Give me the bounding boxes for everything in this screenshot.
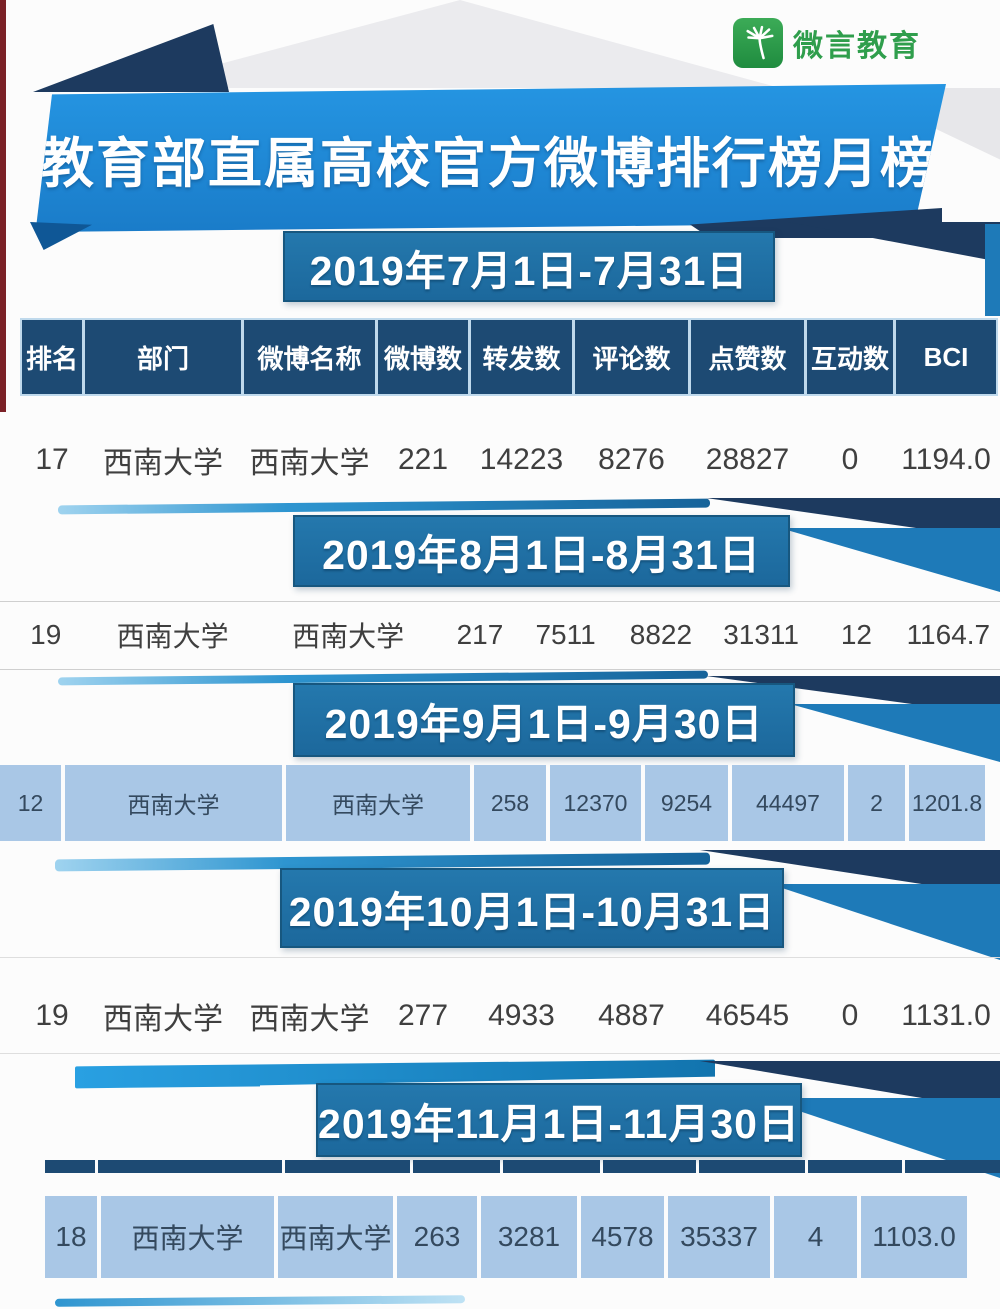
period-banner-november: 2019年11月1日-11月30日 [316, 1083, 802, 1157]
strip-cell [699, 1160, 805, 1173]
table-header: 排名 部门 微博名称 微博数 转发数 评论数 点赞数 互动数 BCI [20, 318, 998, 396]
table-cell: 14223 [479, 443, 564, 476]
table-cell: 1103.0 [861, 1196, 967, 1278]
table-cell: 3281 [481, 1196, 577, 1278]
table-cell: 8276 [598, 443, 665, 476]
col-header-like-count: 点赞数 [691, 320, 804, 394]
decor-red-edge-strip [0, 0, 6, 412]
strip-cell [413, 1160, 500, 1173]
table-row-october: 19 西南大学 西南大学 277 4933 4887 46545 0 1131.… [20, 980, 998, 1052]
col-header-bci: BCI [896, 320, 996, 394]
table-cell: 西南大学 [292, 621, 405, 652]
page-title: 教育部直属高校官方微博排行榜月榜 [40, 133, 936, 194]
table-cell: 7511 [535, 619, 596, 650]
col-header-department: 部门 [85, 320, 241, 394]
table-cell: 12370 [550, 765, 641, 841]
period-label: 2019年9月1日-9月30日 [324, 701, 764, 747]
table-cell: 2 [848, 765, 905, 841]
table-cell: 19 [30, 619, 62, 650]
table-cell: 1131.0 [901, 999, 991, 1032]
table-cell: 西南大学 [101, 1196, 274, 1278]
table-cell: 西南大学 [278, 1196, 393, 1278]
table-cell: 258 [474, 765, 546, 841]
strip-cell [808, 1160, 902, 1173]
divider-line [0, 1053, 1000, 1054]
col-header-rank: 排名 [22, 320, 82, 394]
table-cell: 西南大学 [116, 621, 229, 652]
table-cell: 4933 [488, 999, 555, 1032]
decor-banner-fold [30, 222, 92, 250]
period-label: 2019年11月1日-11月30日 [318, 1101, 800, 1147]
table-cell: 277 [397, 999, 449, 1032]
decor-blue-triangle [770, 884, 1000, 960]
decor-blue-triangle [780, 528, 1000, 592]
table-cell: 8822 [629, 619, 693, 650]
col-header-weibo-name: 微博名称 [244, 320, 375, 394]
strip-cell [905, 1160, 1000, 1173]
col-header-comment-count: 评论数 [575, 320, 688, 394]
table-cell: 西南大学 [286, 765, 470, 841]
period-label: 2019年7月1日-7月31日 [309, 247, 749, 294]
table-cell: 西南大学 [249, 1003, 370, 1036]
table-cell: 221 [397, 443, 449, 476]
period-label: 2019年8月1日-8月31日 [322, 532, 761, 578]
divider-line [0, 669, 1000, 670]
table-cell: 西南大学 [103, 1003, 223, 1036]
decor-stripe [55, 1295, 465, 1307]
table-cell: 4 [774, 1196, 857, 1278]
decor-navy-triangle [33, 24, 229, 92]
table-cell: 4887 [598, 999, 665, 1032]
table-cell: 西南大学 [249, 447, 370, 480]
table-cell: 9254 [645, 765, 728, 841]
divider-line [0, 601, 1000, 602]
dandelion-icon [733, 18, 783, 68]
strip-cell [285, 1160, 410, 1173]
table-row-july: 17 西南大学 西南大学 221 14223 8276 28827 0 1194… [20, 424, 998, 496]
table-row-september: 12 西南大学 西南大学 258 12370 9254 44497 2 1201… [0, 765, 985, 841]
table-cell: 35337 [668, 1196, 770, 1278]
table-cell: 12 [0, 765, 61, 841]
col-header-repost-count: 转发数 [471, 320, 572, 394]
period-banner-july: 2019年7月1日-7月31日 [283, 231, 775, 302]
table-cell: 1201.8 [909, 765, 985, 841]
decor-blue-triangle [790, 704, 1000, 762]
table-cell: 西南大学 [65, 765, 282, 841]
table-row-august: 19 西南大学 西南大学 217 7511 8822 31311 12 1164… [0, 603, 998, 667]
table-cell: 31311 [723, 619, 799, 650]
divider-line [0, 957, 1000, 958]
table-cell: 19 [35, 999, 69, 1032]
table-cell: 46545 [705, 999, 790, 1032]
strip-cell [603, 1160, 696, 1173]
strip-cell [503, 1160, 600, 1173]
strip-cell [45, 1160, 95, 1173]
table-cell: 1194.0 [901, 443, 991, 476]
col-header-weibo-count: 微博数 [378, 320, 468, 394]
table-cell: 17 [35, 443, 69, 476]
table-cell: 28827 [705, 443, 790, 476]
period-banner-september: 2019年9月1日-9月30日 [293, 683, 795, 757]
col-header-interaction-count: 互动数 [807, 320, 893, 394]
period-label: 2019年10月1日-10月31日 [288, 889, 776, 935]
table-cell: 44497 [732, 765, 844, 841]
table-cell: 263 [397, 1196, 477, 1278]
strip-cell [98, 1160, 282, 1173]
table-header-strip [45, 1160, 1000, 1173]
period-banner-august: 2019年8月1日-8月31日 [293, 515, 790, 587]
table-cell: 12 [840, 619, 872, 650]
table-row-november: 18 西南大学 西南大学 263 3281 4578 35337 4 1103.… [45, 1196, 967, 1278]
table-cell: 0 [841, 443, 859, 476]
table-cell: 0 [841, 999, 859, 1032]
decor-blue-band [985, 224, 1000, 316]
period-banner-october: 2019年10月1日-10月31日 [280, 868, 784, 948]
table-cell: 1164.7 [906, 619, 991, 650]
table-cell: 4578 [581, 1196, 664, 1278]
table-cell: 18 [45, 1196, 97, 1278]
brand-logo: 微言教育 [733, 18, 921, 68]
table-cell: 217 [456, 619, 504, 650]
table-cell: 西南大学 [103, 447, 223, 480]
decor-stripe [58, 498, 710, 515]
main-title-banner: 教育部直属高校官方微博排行榜月榜 [35, 84, 946, 232]
brand-name: 微言教育 [793, 30, 921, 63]
